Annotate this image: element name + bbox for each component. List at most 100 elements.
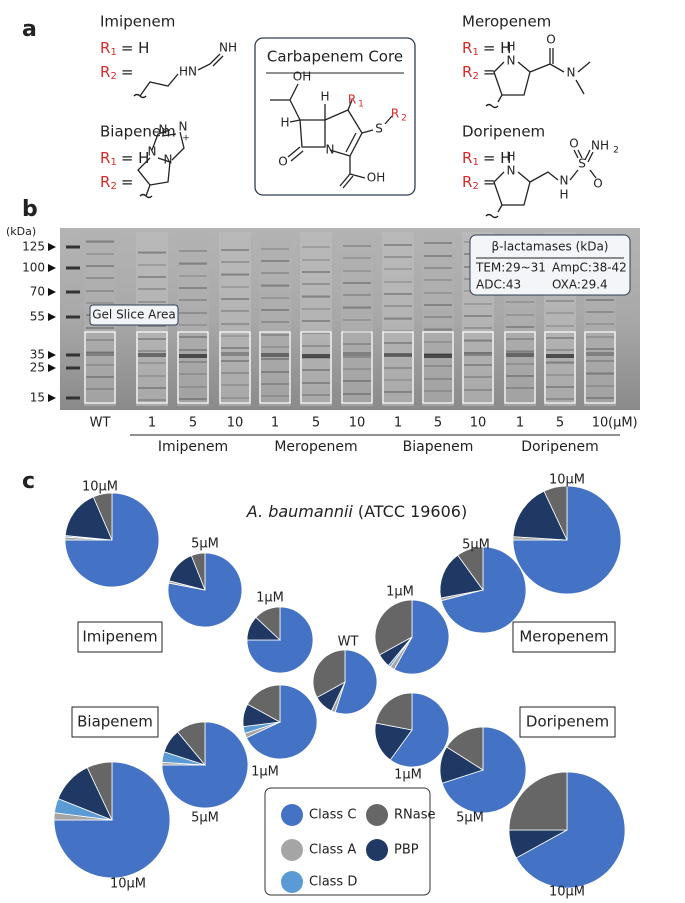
gel-band	[138, 399, 166, 401]
r-value: = H	[121, 149, 150, 167]
gel-band	[261, 272, 289, 274]
atom-label: 2	[613, 146, 619, 156]
lane-unit: (μM)	[608, 416, 638, 431]
gel-band	[302, 283, 330, 285]
drug-box-label: Biapenem	[77, 713, 153, 731]
gel-band	[221, 310, 249, 312]
r-subscript: 2	[110, 181, 116, 192]
gel-band	[343, 306, 371, 308]
gel-band	[221, 298, 249, 300]
r-subscript: 2	[110, 71, 116, 82]
gel-band	[506, 363, 534, 365]
gel-band	[384, 353, 412, 357]
pie-label: 10μM	[110, 877, 146, 892]
gel-band	[464, 376, 492, 378]
gel-band	[179, 386, 207, 388]
core-title: Carbapenem Core	[267, 48, 403, 66]
core-atom: R	[391, 107, 399, 121]
beta-line: OXA:29.4	[552, 278, 608, 292]
gel-band	[464, 389, 492, 391]
gel-slice-box	[422, 331, 454, 404]
pie-slice	[440, 546, 527, 634]
gel-lane	[300, 232, 332, 406]
legend-swatch	[366, 839, 388, 861]
gel-lane	[422, 232, 454, 406]
atom-label: O	[593, 177, 602, 191]
pie-slice	[92, 492, 113, 541]
marker-band	[66, 396, 80, 400]
legend-box	[264, 787, 431, 896]
gel-band	[384, 317, 412, 319]
r-letter: R	[462, 39, 472, 57]
drug-box	[519, 706, 616, 738]
beta-box	[469, 234, 631, 296]
gel-band	[138, 301, 166, 303]
gel-band	[86, 277, 114, 279]
gel-band	[586, 360, 614, 362]
drug-name: Imipenem	[100, 13, 175, 31]
drug-box-label: Imipenem	[82, 628, 157, 646]
gel-band	[464, 340, 492, 342]
gel-band	[261, 248, 289, 250]
panel-label: c	[22, 469, 35, 494]
gel-band	[221, 286, 249, 288]
gel-band	[506, 387, 534, 389]
kda-label: 25	[30, 361, 45, 375]
biapenem-structure	[137, 129, 185, 199]
core-atom: S	[375, 122, 383, 136]
drug-name: Doripenem	[462, 123, 545, 141]
core-atom: O	[278, 155, 287, 169]
gel-band	[302, 369, 330, 371]
core-box	[254, 37, 416, 196]
gel-band	[546, 325, 574, 327]
pie-slice	[393, 599, 450, 675]
gel-band	[384, 367, 412, 369]
legend-label: Class C	[309, 808, 356, 823]
gel-slice-box	[259, 331, 291, 404]
gel-band	[343, 245, 371, 247]
gel-band	[343, 319, 371, 321]
atom-label: NH	[219, 41, 237, 55]
gel-slice-box	[84, 331, 116, 404]
gel-band	[586, 299, 614, 301]
atom-label: S	[578, 157, 586, 171]
gel-band	[586, 348, 614, 350]
gel-band	[86, 253, 114, 255]
r-subscript: 2	[472, 181, 478, 192]
gel-band	[138, 276, 166, 278]
lane-label: 10	[227, 416, 244, 431]
gel-band	[138, 288, 166, 290]
pie-label: 1μM	[386, 585, 414, 600]
gel-band	[179, 287, 207, 289]
legend-swatch	[281, 871, 303, 893]
gel-band	[586, 397, 614, 399]
atom-label: N	[507, 54, 516, 68]
gel-lane	[259, 232, 291, 406]
atom-label: N	[148, 145, 157, 159]
kda-label: 125	[22, 240, 45, 254]
pie-label: 10μM	[549, 885, 585, 900]
gel-band	[179, 324, 207, 326]
gel-band	[138, 350, 166, 352]
gel-band	[506, 338, 534, 340]
gel-band	[546, 361, 574, 363]
gel-band	[179, 373, 207, 375]
legend-swatch	[366, 804, 388, 826]
r-group-line: R1 = H	[462, 39, 511, 59]
gel-band	[86, 327, 114, 329]
marker-arrow	[48, 288, 56, 296]
gel-band	[221, 347, 249, 349]
gel-band	[384, 281, 412, 283]
atom-label: N	[159, 123, 168, 137]
gel-band	[179, 262, 207, 264]
drug-box-label: Meropenem	[519, 628, 608, 646]
gel-lane	[219, 232, 251, 406]
r-subscript: 1	[110, 47, 116, 58]
gel-band	[546, 349, 574, 351]
gel-band	[384, 391, 412, 393]
marker-arrow	[48, 243, 56, 251]
pie-slice	[255, 606, 281, 641]
panel-label: b	[22, 197, 38, 222]
gel-band	[464, 327, 492, 329]
gel-band	[546, 398, 574, 400]
